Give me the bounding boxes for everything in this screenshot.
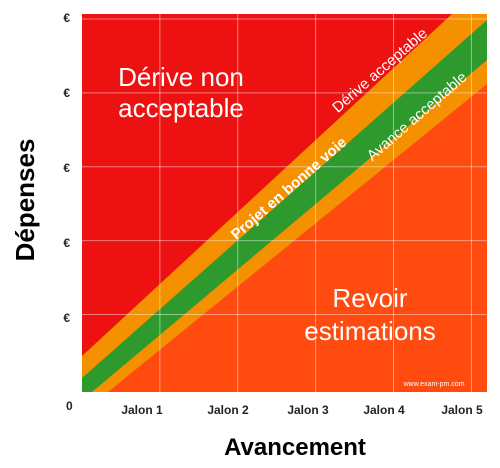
credit-text: www.exam-pm.com	[402, 381, 464, 388]
origin-label: 0	[66, 399, 73, 413]
x-axis-label: Avancement	[224, 434, 366, 461]
x-axis-ticks: Jalon 1 Jalon 2 Jalon 3 Jalon 4 Jalon 5	[121, 403, 483, 417]
y-tick-label: €	[63, 86, 70, 100]
y-tick-label: €	[63, 311, 70, 325]
y-tick-label: €	[63, 11, 70, 25]
y-tick-label: €	[63, 236, 70, 250]
x-tick-label: Jalon 2	[207, 403, 249, 417]
zone-label-line-4: estimations	[304, 316, 436, 346]
y-tick-label: €	[63, 161, 70, 175]
grid	[82, 14, 487, 392]
x-tick-label: Jalon 5	[441, 403, 483, 417]
x-tick-label: Jalon 1	[121, 403, 163, 417]
band-projet-en-bonne-voie	[82, 20, 487, 392]
plot-area	[82, 14, 487, 392]
x-tick-label: Jalon 3	[287, 403, 329, 417]
zone-label-line-3: Revoir	[332, 283, 407, 313]
zone-label-line-2: acceptable	[118, 93, 244, 123]
y-axis-label: Dépenses	[10, 139, 40, 262]
x-tick-label: Jalon 4	[363, 403, 405, 417]
y-axis-ticks: € € € € €	[63, 11, 70, 325]
zone-label-line-1: Dérive non	[118, 62, 244, 92]
